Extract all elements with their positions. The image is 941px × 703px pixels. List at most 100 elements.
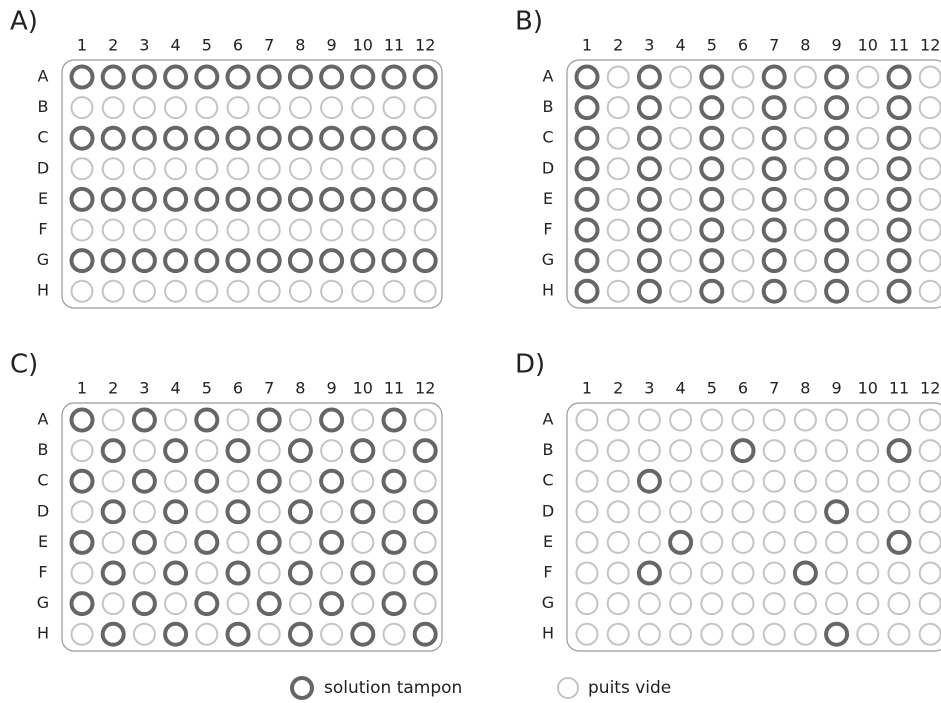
plate-outline <box>566 59 941 309</box>
column-label: 1 <box>77 379 87 398</box>
panel-label: A) <box>10 7 38 37</box>
panel-label: B) <box>515 7 543 37</box>
well-empty <box>856 187 880 211</box>
column-label: 5 <box>707 36 717 55</box>
well-empty <box>700 561 724 585</box>
well-empty <box>382 218 406 242</box>
well-empty <box>918 157 941 181</box>
well-filled <box>69 64 95 90</box>
well-filled <box>886 125 912 151</box>
well-empty <box>575 408 599 432</box>
well-empty <box>195 157 219 181</box>
well-empty <box>669 157 693 181</box>
well-empty <box>731 622 755 646</box>
well-empty <box>351 279 375 303</box>
plate-outline <box>61 59 443 309</box>
well-empty <box>132 622 156 646</box>
well-filled <box>287 621 313 647</box>
well-filled <box>412 64 438 90</box>
well-empty <box>606 218 630 242</box>
well-empty <box>918 439 941 463</box>
well-filled <box>574 95 600 121</box>
well-empty <box>382 157 406 181</box>
well-filled <box>886 186 912 212</box>
well-filled <box>319 248 345 274</box>
well-empty <box>382 500 406 524</box>
well-empty <box>669 249 693 273</box>
row-label: G <box>37 250 49 269</box>
well-empty <box>762 622 786 646</box>
row-label: H <box>37 624 49 643</box>
well-filled <box>824 186 850 212</box>
well-empty <box>382 279 406 303</box>
well-filled <box>412 186 438 212</box>
well-empty <box>101 469 125 493</box>
column-label: 10 <box>858 379 878 398</box>
well-empty <box>257 561 281 585</box>
well-filled <box>256 591 282 617</box>
legend-empty-label: puits vide <box>588 678 671 698</box>
well-empty <box>669 561 693 585</box>
well-filled <box>100 186 126 212</box>
well-filled <box>381 186 407 212</box>
well-filled <box>412 560 438 586</box>
well-filled <box>131 529 157 555</box>
well-filled <box>761 248 787 274</box>
well-filled <box>319 468 345 494</box>
well-empty <box>669 408 693 432</box>
well-empty <box>700 530 724 554</box>
well-filled <box>287 64 313 90</box>
well-filled <box>792 560 818 586</box>
well-filled <box>194 591 220 617</box>
well-filled <box>730 438 756 464</box>
column-label: 8 <box>800 36 810 55</box>
well-empty <box>320 96 344 120</box>
well-empty <box>856 96 880 120</box>
well-empty <box>731 157 755 181</box>
well-empty <box>70 279 94 303</box>
well-empty <box>195 96 219 120</box>
well-empty <box>825 439 849 463</box>
well-empty <box>164 218 188 242</box>
row-label: A <box>38 410 49 429</box>
row-label: H <box>542 281 554 300</box>
well-empty <box>606 187 630 211</box>
column-label: 10 <box>353 36 373 55</box>
panel-label: C) <box>10 350 38 380</box>
well-empty <box>637 500 661 524</box>
well-filled <box>574 64 600 90</box>
well-empty <box>731 469 755 493</box>
well-filled <box>163 125 189 151</box>
well-filled <box>69 468 95 494</box>
well-empty <box>793 408 817 432</box>
well-filled <box>163 64 189 90</box>
column-label: 11 <box>384 379 404 398</box>
well-filled <box>699 278 725 304</box>
well-empty <box>637 408 661 432</box>
well-empty <box>226 279 250 303</box>
well-filled <box>194 468 220 494</box>
well-filled <box>100 248 126 274</box>
well-empty <box>575 592 599 616</box>
well-empty <box>856 439 880 463</box>
well-filled <box>636 125 662 151</box>
well-empty <box>856 561 880 585</box>
well-empty <box>382 561 406 585</box>
well-empty <box>669 126 693 150</box>
well-filled <box>824 278 850 304</box>
well-filled <box>225 64 251 90</box>
well-empty <box>918 592 941 616</box>
well-empty <box>793 65 817 89</box>
well-filled <box>100 438 126 464</box>
well-empty <box>257 96 281 120</box>
well-empty <box>226 157 250 181</box>
well-filled <box>319 186 345 212</box>
well-filled <box>69 591 95 617</box>
well-empty <box>731 126 755 150</box>
well-filled <box>256 248 282 274</box>
well-filled <box>131 186 157 212</box>
well-empty <box>856 157 880 181</box>
well-filled <box>636 248 662 274</box>
well-filled <box>350 621 376 647</box>
well-filled <box>69 186 95 212</box>
